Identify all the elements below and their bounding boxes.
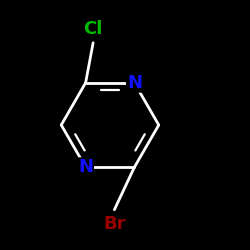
Text: Cl: Cl [84, 20, 103, 38]
Text: N: N [78, 158, 93, 176]
Text: N: N [127, 74, 142, 92]
Text: Br: Br [103, 215, 126, 233]
